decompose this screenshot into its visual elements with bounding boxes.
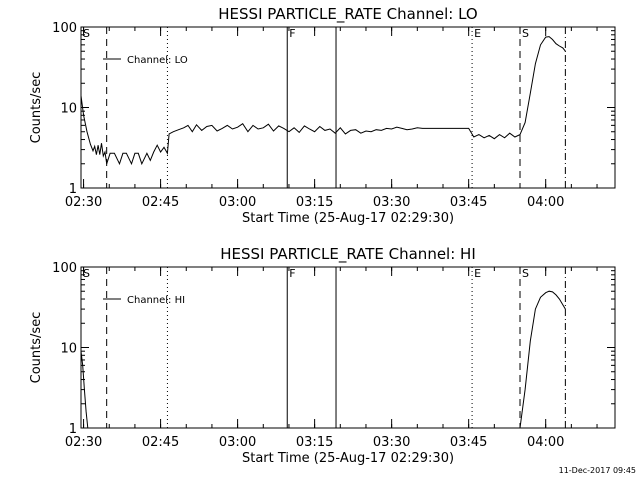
plot-frame bbox=[80, 266, 616, 429]
x-tick-label: 03:45 bbox=[450, 195, 487, 210]
series-line bbox=[80, 36, 566, 166]
x-tick-label: 03:30 bbox=[373, 195, 410, 210]
chart-title: HESSI PARTICLE_RATE Channel: HI bbox=[220, 245, 476, 264]
event-marker-label: E bbox=[474, 27, 481, 40]
x-axis-label: Start Time (25-Aug-17 02:29:30) bbox=[242, 211, 454, 226]
legend-label: Channel: HI bbox=[127, 295, 185, 306]
y-tick-label: 1 bbox=[69, 422, 77, 437]
event-marker-label: F bbox=[289, 267, 295, 280]
legend-label: Channel: LO bbox=[127, 55, 188, 66]
footer-date: 11-Dec-2017 09:45 bbox=[559, 466, 636, 475]
x-tick-label: 03:15 bbox=[296, 195, 333, 210]
event-marker-label: F bbox=[289, 27, 295, 40]
x-tick-label: 03:00 bbox=[219, 195, 256, 210]
lo-channel-panel: HESSI PARTICLE_RATE Channel: LO 1 10 100 02:… bbox=[29, 5, 616, 226]
x-tick-label: 03:45 bbox=[450, 435, 487, 450]
y-tick-label: 100 bbox=[52, 21, 77, 36]
x-tick-label: 04:00 bbox=[527, 195, 564, 210]
event-marker-label: E bbox=[474, 267, 481, 280]
x-tick-label: 02:30 bbox=[65, 435, 102, 450]
x-tick-label: 04:00 bbox=[527, 435, 564, 450]
series-line bbox=[80, 290, 566, 429]
y-axis-label: Counts/sec bbox=[29, 312, 44, 384]
x-tick-label: 03:30 bbox=[373, 435, 410, 450]
x-axis-label: Start Time (25-Aug-17 02:29:30) bbox=[242, 451, 454, 466]
hi-channel-panel: HESSI PARTICLE_RATE Channel: HI 1 10 100 02:… bbox=[29, 245, 616, 466]
y-tick-label: 1 bbox=[69, 182, 77, 197]
x-tick-label: 02:30 bbox=[65, 195, 102, 210]
event-marker-label: S bbox=[522, 27, 529, 40]
y-axis-label: Counts/sec bbox=[29, 72, 44, 144]
y-tick-label: 10 bbox=[60, 102, 77, 117]
event-marker-label: S bbox=[83, 27, 90, 40]
y-tick-label: 10 bbox=[60, 342, 77, 357]
x-tick-label: 02:45 bbox=[142, 435, 179, 450]
x-tick-label: 03:15 bbox=[296, 435, 333, 450]
x-tick-label: 02:45 bbox=[142, 195, 179, 210]
y-tick-label: 100 bbox=[52, 261, 77, 276]
event-marker-label: S bbox=[522, 267, 529, 280]
x-tick-label: 03:00 bbox=[219, 435, 256, 450]
plot-frame bbox=[80, 26, 616, 189]
event-marker-label: S bbox=[83, 267, 90, 280]
chart-title: HESSI PARTICLE_RATE Channel: LO bbox=[218, 5, 477, 24]
